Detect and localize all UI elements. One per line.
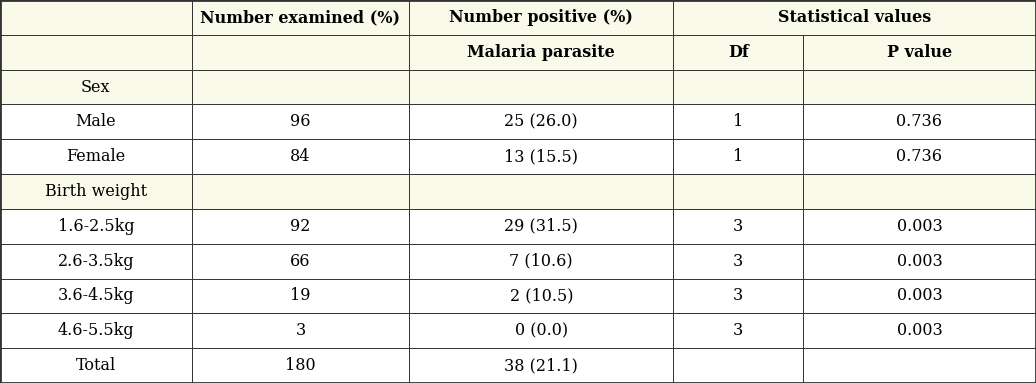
Text: Malaria parasite: Malaria parasite	[467, 44, 615, 61]
Bar	[673, 244, 803, 278]
Bar	[409, 174, 673, 209]
Text: 4.6-5.5kg: 4.6-5.5kg	[58, 322, 134, 339]
Bar	[0, 35, 192, 70]
Bar	[803, 139, 1036, 174]
Text: 1.6-2.5kg: 1.6-2.5kg	[58, 218, 134, 235]
Bar	[409, 139, 673, 174]
Text: 96: 96	[290, 113, 311, 130]
Bar	[673, 313, 803, 348]
Bar	[409, 348, 673, 383]
Text: Sex: Sex	[81, 79, 111, 95]
Bar	[803, 209, 1036, 244]
Bar	[0, 244, 192, 278]
Bar	[0, 209, 192, 244]
Text: 0.003: 0.003	[896, 253, 943, 270]
Bar	[673, 35, 803, 70]
Bar	[0, 313, 192, 348]
Text: 0 (0.0): 0 (0.0)	[515, 322, 568, 339]
Bar	[409, 105, 673, 139]
Bar	[409, 35, 673, 70]
Text: 180: 180	[285, 357, 316, 374]
Bar	[192, 0, 409, 35]
Bar	[803, 244, 1036, 278]
Bar	[409, 70, 673, 105]
Text: Number positive (%): Number positive (%)	[450, 9, 633, 26]
Bar	[192, 139, 409, 174]
Text: 3: 3	[733, 322, 743, 339]
Bar	[192, 348, 409, 383]
Bar	[192, 209, 409, 244]
Bar	[803, 278, 1036, 313]
Text: 0.736: 0.736	[896, 113, 943, 130]
Bar	[803, 174, 1036, 209]
Bar	[673, 105, 803, 139]
Bar	[803, 313, 1036, 348]
Bar	[803, 70, 1036, 105]
Bar	[0, 0, 192, 35]
Text: P value: P value	[887, 44, 952, 61]
Bar	[192, 70, 409, 105]
Text: 66: 66	[290, 253, 311, 270]
Text: 13 (15.5): 13 (15.5)	[505, 148, 578, 165]
Bar	[409, 209, 673, 244]
Bar	[409, 313, 673, 348]
Text: 2 (10.5): 2 (10.5)	[510, 288, 573, 304]
Text: 29 (31.5): 29 (31.5)	[505, 218, 578, 235]
Text: 1: 1	[733, 113, 743, 130]
Text: 3: 3	[733, 253, 743, 270]
Bar	[673, 348, 803, 383]
Bar	[673, 209, 803, 244]
Bar	[192, 244, 409, 278]
Text: 0.736: 0.736	[896, 148, 943, 165]
Text: 7 (10.6): 7 (10.6)	[510, 253, 573, 270]
Bar	[192, 278, 409, 313]
Text: 3: 3	[733, 288, 743, 304]
Text: Number examined (%): Number examined (%)	[200, 9, 401, 26]
Text: Statistical values: Statistical values	[778, 9, 931, 26]
Text: Total: Total	[76, 357, 116, 374]
Bar	[803, 35, 1036, 70]
Bar	[673, 0, 1036, 35]
Text: 2.6-3.5kg: 2.6-3.5kg	[58, 253, 134, 270]
Bar	[192, 105, 409, 139]
Bar	[0, 174, 192, 209]
Text: 3.6-4.5kg: 3.6-4.5kg	[58, 288, 134, 304]
Bar	[803, 348, 1036, 383]
Text: Female: Female	[66, 148, 125, 165]
Text: 19: 19	[290, 288, 311, 304]
Bar	[409, 278, 673, 313]
Text: 84: 84	[290, 148, 311, 165]
Bar	[0, 348, 192, 383]
Text: 0.003: 0.003	[896, 218, 943, 235]
Text: Df: Df	[727, 44, 749, 61]
Text: 38 (21.1): 38 (21.1)	[505, 357, 578, 374]
Bar	[673, 139, 803, 174]
Bar	[409, 0, 673, 35]
Bar	[192, 313, 409, 348]
Bar	[0, 278, 192, 313]
Bar	[673, 70, 803, 105]
Bar	[673, 278, 803, 313]
Bar	[0, 105, 192, 139]
Bar	[409, 244, 673, 278]
Bar	[0, 139, 192, 174]
Text: Male: Male	[76, 113, 116, 130]
Text: 3: 3	[295, 322, 306, 339]
Bar	[192, 35, 409, 70]
Text: 92: 92	[290, 218, 311, 235]
Text: 0.003: 0.003	[896, 288, 943, 304]
Text: 3: 3	[733, 218, 743, 235]
Text: Birth weight: Birth weight	[45, 183, 147, 200]
Bar	[0, 70, 192, 105]
Bar	[192, 174, 409, 209]
Text: 0.003: 0.003	[896, 322, 943, 339]
Text: 1: 1	[733, 148, 743, 165]
Bar	[673, 174, 803, 209]
Text: 25 (26.0): 25 (26.0)	[505, 113, 578, 130]
Bar	[803, 105, 1036, 139]
